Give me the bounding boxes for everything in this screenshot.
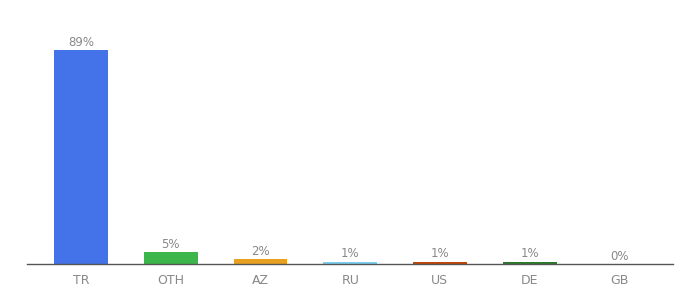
Bar <box>54 50 108 264</box>
Text: 1%: 1% <box>430 248 449 260</box>
Text: 89%: 89% <box>68 36 94 49</box>
Text: 0%: 0% <box>610 250 628 263</box>
Text: 1%: 1% <box>520 248 539 260</box>
Text: 2%: 2% <box>251 245 270 258</box>
Bar <box>144 252 198 264</box>
Text: 1%: 1% <box>341 248 360 260</box>
Bar <box>233 259 288 264</box>
Bar <box>413 262 467 264</box>
Bar <box>503 262 556 264</box>
Text: 5%: 5% <box>162 238 180 251</box>
Bar <box>323 262 377 264</box>
